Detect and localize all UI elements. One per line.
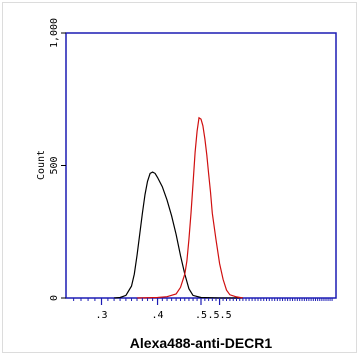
y-tick-label-1: 500 [49,156,60,174]
x-axis-ticks: .3 .4 .5.5.5 [73,298,333,321]
y-axis-title: Count [36,150,47,180]
histogram-chart: 0 500 1,000 .3 .4 .5.5.5 Count Alexa488-anti… [36,18,337,351]
x-axis-title: Alexa488-anti-DECR1 [130,335,273,351]
series-line-1 [114,171,243,299]
plot-area [65,32,337,299]
y-axis-ticks: 0 500 1,000 [49,18,66,301]
x-tick-label-3: .5.5 [208,310,232,321]
series-layer [114,116,244,299]
y-tick-label-0: 0 [49,295,60,301]
x-tick-label-0: .3 [95,310,107,321]
series-line-2 [136,116,244,299]
chart-frame: 0 500 1,000 .3 .4 .5.5.5 Count Alexa488-anti… [2,2,357,353]
y-tick-label-2: 1,000 [49,18,60,48]
x-tick-label-2: .5 [195,310,207,321]
x-tick-label-1: .4 [152,310,164,321]
